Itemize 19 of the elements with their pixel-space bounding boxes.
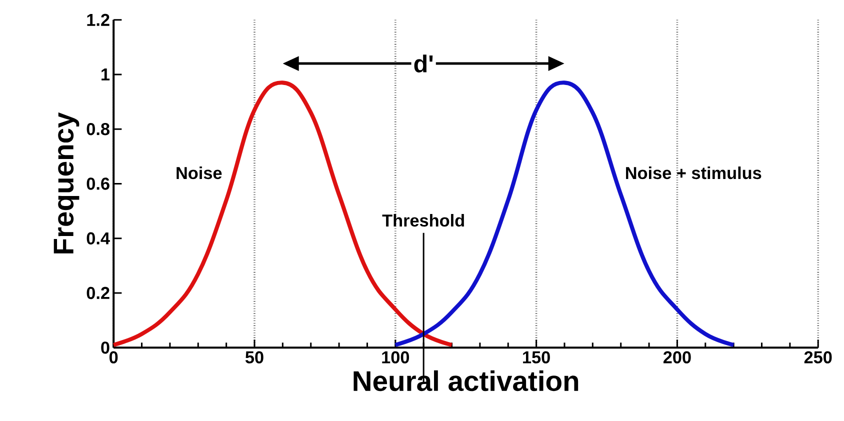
y-axis-title: Frequency [54, 112, 80, 254]
x-tick-label: 100 [382, 351, 410, 364]
y-tick-label: 0 [101, 342, 110, 354]
y-tick-label: 0.8 [86, 123, 110, 136]
x-tick-label: 0 [109, 351, 118, 364]
ref-line-label: Threshold [382, 214, 464, 227]
y-tick-label: 1.2 [87, 14, 110, 26]
x-tick-label: 150 [523, 351, 550, 364]
y-tick-label: 1 [102, 68, 110, 80]
series-label: Noise [176, 166, 222, 180]
x-axis-title: Neural activation [354, 370, 578, 392]
series-label: Noise + stimulus [626, 166, 762, 180]
y-tick-label: 0.2 [86, 286, 110, 300]
x-tick-label: 50 [245, 351, 264, 364]
y-tick-label: 0.4 [86, 232, 110, 244]
y-tick-label: 0.6 [86, 178, 110, 190]
annotation: d' [414, 54, 433, 72]
x-tick-label: 200 [663, 351, 691, 364]
x-tick-label: 250 [804, 351, 832, 364]
